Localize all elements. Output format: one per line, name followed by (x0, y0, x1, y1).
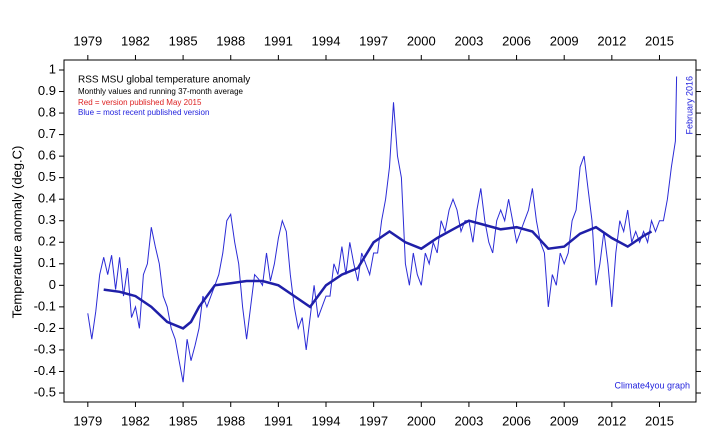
y-tick-label: -0.2 (34, 320, 56, 335)
x-tick-label: 1982 (121, 33, 150, 48)
y-tick-label: -0.5 (34, 384, 56, 399)
annotation: February 2016 (684, 76, 694, 135)
x-tick-label: 1979 (73, 413, 102, 428)
y-tick-label: 0 (49, 277, 56, 292)
y-tick-label: 1 (49, 61, 56, 76)
x-tick-label: 1991 (264, 413, 293, 428)
y-axis-label: Temperature anomaly (deg.C) (9, 146, 24, 319)
x-tick-label: 1997 (359, 33, 388, 48)
y-tick-label: -0.4 (34, 363, 56, 378)
x-tick-label: 2012 (597, 33, 626, 48)
x-tick-label: 1991 (264, 33, 293, 48)
x-tick-label: 2009 (550, 33, 579, 48)
x-tick-label: 1988 (216, 33, 245, 48)
y-tick-label: 0.9 (38, 83, 56, 98)
plot-frame (63, 59, 697, 403)
x-tick-label: 1985 (169, 33, 198, 48)
data-line (103, 219, 653, 330)
y-tick-label: 0.1 (38, 255, 56, 270)
x-tick-label: 2009 (550, 413, 579, 428)
y-tick-label: 0.7 (38, 126, 56, 141)
y-tick-label: 0.4 (38, 191, 56, 206)
x-tick-label: 2003 (454, 413, 483, 428)
x-tick-label: 2006 (502, 33, 531, 48)
x-tick-label: 1988 (216, 413, 245, 428)
y-tick-label: 0.6 (38, 148, 56, 163)
y-tick-label: 0.2 (38, 234, 56, 249)
x-tick-label: 2015 (645, 413, 674, 428)
y-tick-label: -0.3 (34, 341, 56, 356)
annotation: Blue = most recent published version (78, 108, 209, 117)
y-tick-label: 0.8 (38, 105, 56, 120)
chart-title: RSS MSU global temperature anomaly (78, 75, 250, 86)
x-tick-label: 2000 (407, 33, 436, 48)
chart-subtitle: Monthly values and running 37-month aver… (78, 87, 244, 96)
x-tick-label: 2003 (454, 33, 483, 48)
x-tick-label: 2012 (597, 413, 626, 428)
x-tick-label: 2000 (407, 413, 436, 428)
annotation: Climate4you graph (614, 380, 690, 390)
y-tick-label: -0.1 (34, 298, 56, 313)
x-tick-label: 2006 (502, 413, 531, 428)
data-line (87, 76, 678, 383)
x-tick-label: 1982 (121, 413, 150, 428)
x-tick-label: 1985 (169, 413, 198, 428)
x-tick-label: 1979 (73, 33, 102, 48)
x-tick-label: 1994 (312, 413, 341, 428)
y-tick-label: 0.3 (38, 212, 56, 227)
x-tick-label: 2015 (645, 33, 674, 48)
y-tick-label: 0.5 (38, 169, 56, 184)
annotation: Red = version published May 2015 (78, 98, 202, 107)
x-tick-label: 1994 (312, 33, 341, 48)
x-tick-label: 1997 (359, 413, 388, 428)
